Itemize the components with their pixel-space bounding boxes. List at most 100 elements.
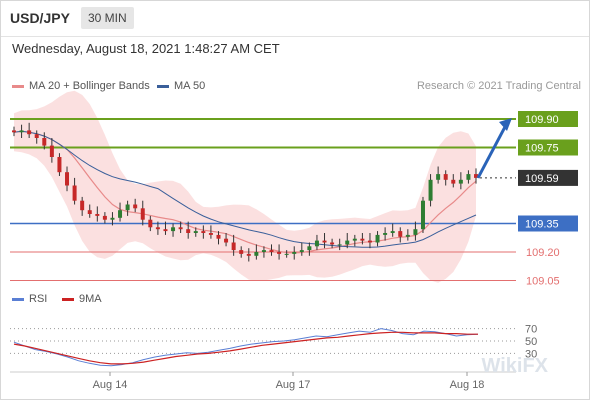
candle-body-61 [474, 174, 478, 178]
candle-body-1 [19, 130, 24, 133]
candle-body-13 [110, 217, 115, 220]
level-label-4: 109.20 [526, 247, 560, 259]
candle-body-47 [367, 240, 372, 243]
candle-body-5 [49, 145, 54, 157]
legend-9ma: 9MA [62, 293, 102, 305]
candle-body-10 [87, 210, 92, 214]
candle-body-15 [125, 204, 130, 211]
rsi-level-label-0: 70 [525, 324, 537, 336]
candle-body-50 [390, 231, 395, 233]
header-divider [0, 36, 590, 37]
level-label-1: 109.75 [525, 143, 559, 155]
candle-body-40 [314, 240, 319, 247]
candle-body-58 [451, 179, 456, 184]
level-badge-2 [518, 169, 578, 186]
level-badge-0 [518, 111, 578, 127]
rsi-level-label-2: 30 [525, 348, 537, 360]
symbol-title: USD/JPY [10, 10, 70, 26]
candle-body-46 [360, 238, 365, 241]
candle-body-38 [299, 250, 304, 252]
candle-body-48 [375, 234, 380, 243]
rsi-ma-line [13, 331, 478, 365]
candle-body-54 [420, 200, 425, 230]
rsi-line [13, 328, 479, 367]
level-label-0: 109.90 [525, 114, 559, 126]
candle-body-30 [239, 250, 244, 254]
candle-body-32 [254, 252, 259, 256]
candle-body-57 [443, 174, 448, 180]
candle-body-14 [118, 210, 123, 218]
forecast-arrow-head [499, 118, 512, 131]
forecast-arrow-line [476, 124, 508, 179]
candle-body-27 [216, 234, 221, 239]
candle-body-22 [178, 227, 183, 230]
timestamp: Wednesday, August 18, 2021 1:48:27 AM CE… [12, 41, 280, 56]
candle-body-24 [193, 231, 198, 233]
candle-body-0 [12, 130, 16, 133]
candle-body-21 [171, 227, 176, 232]
candle-body-56 [436, 174, 441, 180]
candle-body-34 [269, 250, 274, 252]
level-label-2: 109.59 [525, 173, 559, 185]
candle-body-41 [322, 240, 327, 243]
candle-body-6 [57, 157, 62, 173]
chart-header: USD/JPY 30 MIN [0, 0, 590, 36]
legend-ma50-label: MA 50 [174, 80, 206, 92]
legend-ma20-label: MA 20 + Bollinger Bands [29, 80, 150, 92]
x-tick-label-1: Aug 17 [276, 379, 311, 391]
ma50-swatch [157, 84, 169, 88]
candle-body-59 [458, 179, 463, 184]
rsi-swatch [12, 297, 24, 301]
candle-body-3 [34, 134, 39, 138]
candle-body-26 [208, 233, 213, 235]
legend-rsi-label: RSI [29, 293, 48, 305]
candle-body-4 [42, 138, 47, 146]
candle-body-9 [80, 200, 85, 211]
candle-body-33 [261, 250, 266, 252]
candle-body-2 [27, 130, 32, 135]
candle-body-39 [307, 246, 312, 251]
candle-body-7 [65, 172, 70, 186]
candle-body-11 [95, 214, 100, 216]
ma9-swatch [62, 297, 74, 301]
x-tick-label-0: Aug 14 [93, 379, 128, 391]
candle-body-37 [292, 252, 297, 254]
candle-body-20 [163, 229, 168, 232]
level-badge-3 [518, 215, 578, 232]
candle-body-60 [466, 174, 471, 180]
candle-body-52 [405, 234, 410, 237]
ma20-line [13, 130, 477, 254]
candle-body-17 [140, 208, 145, 220]
timeframe-badge[interactable]: 30 MIN [81, 7, 134, 29]
candle-body-29 [231, 242, 236, 251]
level-badge-1 [518, 139, 578, 156]
level-label-5: 109.05 [526, 276, 560, 288]
candle-body-31 [246, 253, 251, 256]
copyright-text: Research © 2021 Trading Central [416, 80, 581, 92]
candle-body-19 [155, 227, 160, 230]
candle-body-53 [413, 229, 418, 235]
candle-body-25 [201, 231, 206, 233]
candle-body-49 [383, 233, 388, 235]
legend-ma20: MA 20 + Bollinger Bands [12, 80, 150, 92]
candle-body-23 [186, 229, 191, 233]
candle-body-36 [284, 253, 289, 255]
candle-body-8 [72, 185, 77, 201]
ma20-swatch [12, 84, 24, 88]
legend-ma50: MA 50 [157, 80, 205, 92]
level-label-3: 109.35 [525, 219, 559, 231]
candle-body-43 [337, 244, 342, 246]
candle-body-18 [148, 219, 153, 228]
legend-rsi: RSI [12, 293, 47, 305]
candle-body-44 [345, 240, 350, 245]
candle-body-35 [277, 252, 282, 254]
candle-body-16 [133, 204, 138, 209]
x-tick-label-2: Aug 18 [450, 379, 485, 391]
wikifx-watermark: WikiFX [482, 355, 549, 377]
candle-body-55 [428, 179, 433, 201]
candle-body-51 [398, 231, 403, 237]
candle-body-12 [102, 215, 107, 220]
rsi-level-label-1: 50 [525, 336, 537, 348]
bollinger-band [14, 90, 476, 283]
